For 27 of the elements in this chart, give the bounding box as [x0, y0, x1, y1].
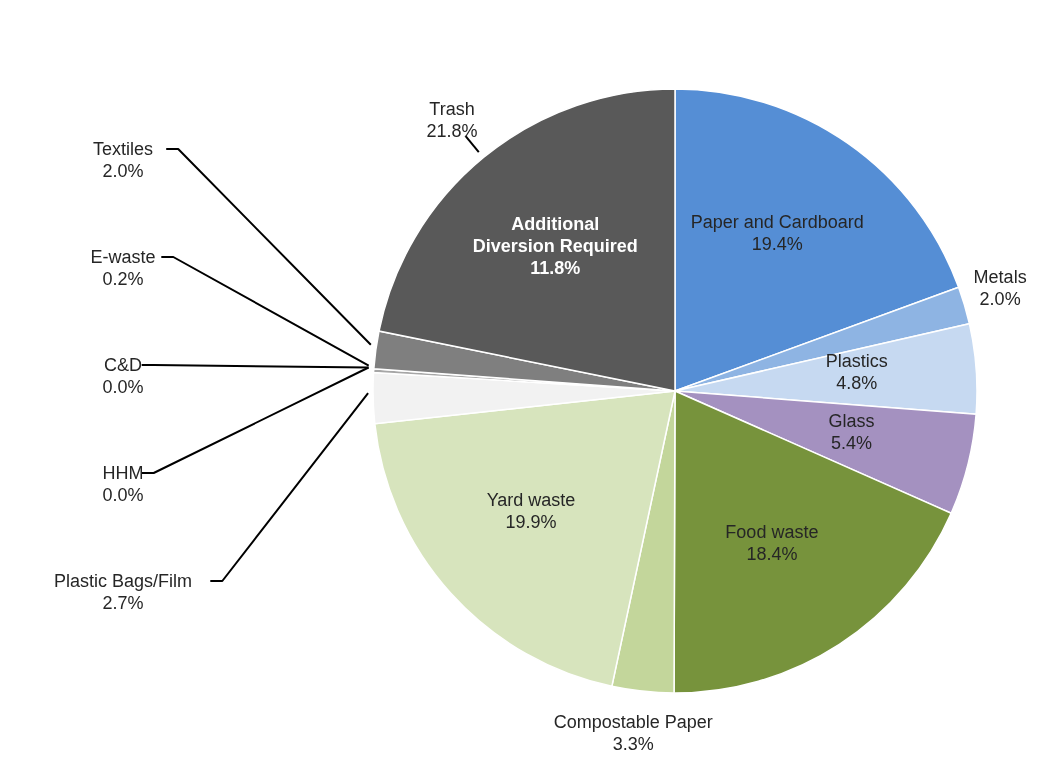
slice-label: Metals: [973, 267, 1027, 288]
data-label: 0.2%: [102, 269, 144, 289]
data-label: 18.4%: [746, 544, 798, 565]
slice-label: Paper and Cardboard: [690, 211, 864, 232]
category-label: HHM: [102, 463, 144, 483]
category-label: C&D: [103, 355, 143, 375]
data-label: 19.4%: [751, 233, 803, 254]
data-label: 2.7%: [102, 593, 144, 613]
data-label: 2.0%: [979, 289, 1021, 310]
slice-label: Plastic Bags/Film: [53, 571, 193, 591]
data-label: 4.8%: [836, 373, 878, 394]
text: 0.0%: [102, 377, 144, 397]
data-label: 2.0%: [102, 161, 144, 181]
slice-label: Glass: [828, 410, 875, 431]
slice-label: Plastics: [825, 351, 888, 372]
data-label: 3.3%: [612, 734, 654, 755]
text: 0.0%: [102, 485, 144, 505]
slice-label: Trash: [429, 98, 475, 119]
slice-label: Compostable Paper: [553, 712, 713, 733]
data-label: 5.4%: [831, 432, 873, 453]
slice-label: Textiles: [92, 139, 154, 159]
data-label: 21.8%: [426, 120, 478, 141]
slice-label: Yard waste: [486, 490, 576, 511]
slice-label: Food waste: [725, 522, 819, 543]
data-label: 19.9%: [505, 512, 557, 533]
slice-label: E-waste: [90, 247, 156, 267]
text: Additional Diversion Required 11.8%: [472, 213, 638, 278]
